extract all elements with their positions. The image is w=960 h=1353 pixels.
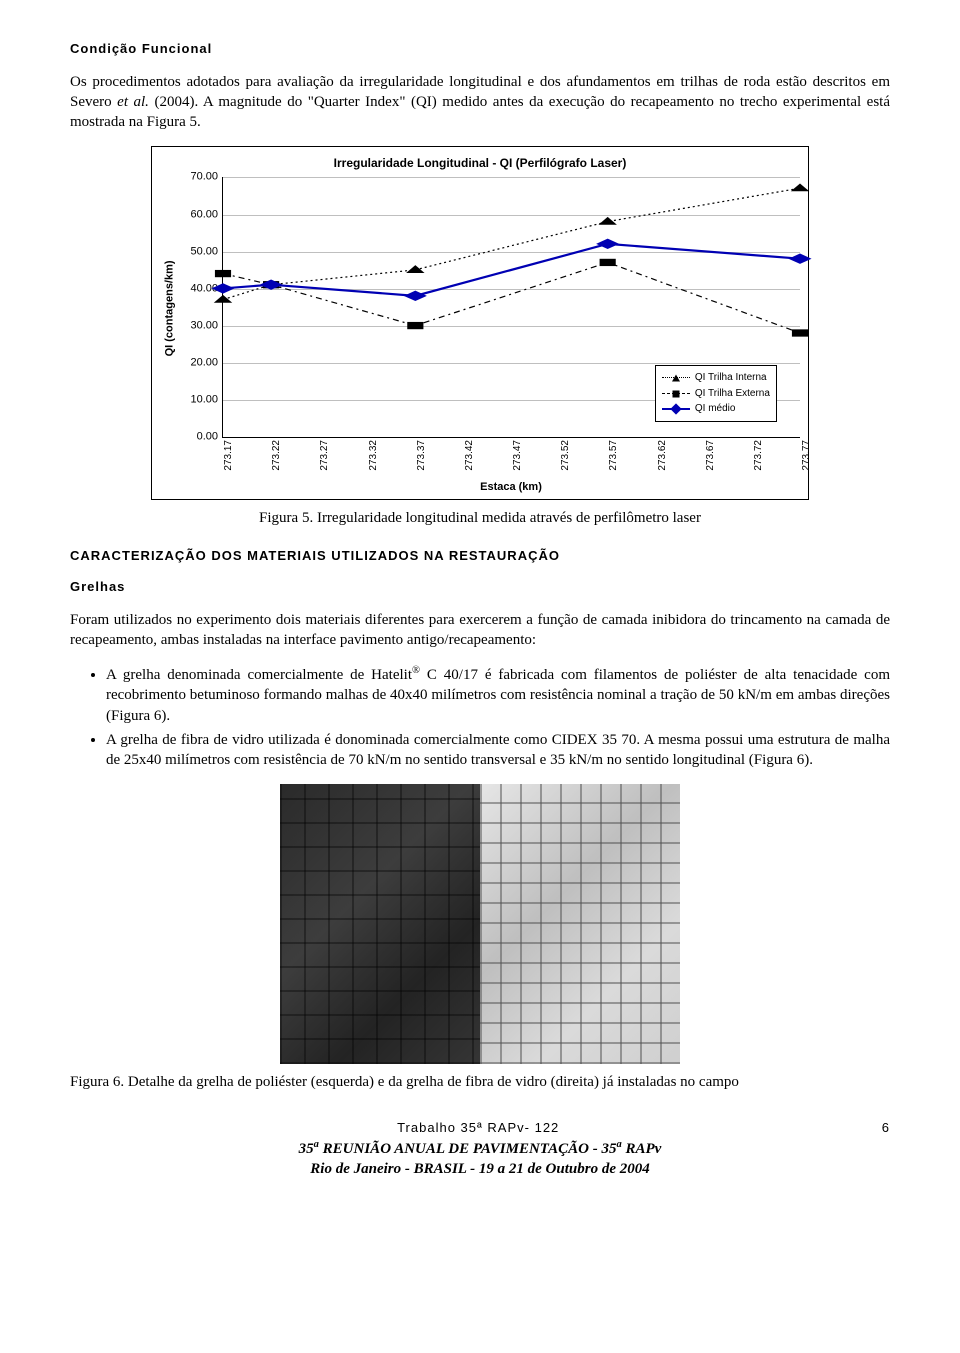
legend-item: QI Trilha Externa (662, 386, 770, 402)
x-tick-label: 273.17 (222, 440, 236, 471)
section1-heading: Condição Funcional (70, 40, 890, 58)
qi-chart: Irregularidade Longitudinal - QI (Perfil… (151, 146, 809, 500)
x-tick-label: 273.62 (656, 440, 670, 471)
legend-label: QI médio (695, 402, 736, 416)
chart-x-ticks: 273.17 273.22 273.27 273.32 273.37 273.42 273.… (222, 440, 800, 478)
figure6-photo-right (480, 784, 680, 1064)
footer-line3: Rio de Janeiro - BRASIL - 19 a 21 de Out… (70, 1159, 890, 1179)
x-tick-label: 273.42 (463, 440, 477, 471)
chart-x-label: Estaca (km) (222, 480, 800, 495)
para1-c: (2004). A magnitude do "Quarter Index" (… (70, 94, 890, 130)
x-tick-label: 273.72 (752, 440, 766, 471)
y-tick-label: 10.00 (190, 393, 218, 408)
x-tick-label: 273.57 (607, 440, 621, 471)
footer-page-number: 6 (882, 1119, 890, 1137)
legend-label: QI Trilha Externa (695, 387, 770, 401)
chart-legend: QI Trilha Interna QI Trilha ExternaQI méd… (655, 365, 777, 422)
bullet-list: A grelha denominada comercialmente de Ha… (70, 664, 890, 770)
page-footer: . Trabalho 35ª RAPv- 122 6 35a REUNIÃO A… (70, 1119, 890, 1180)
chart-y-ticks: 0.0010.0020.0030.0040.0050.0060.0070.00 (180, 177, 222, 437)
chart-title: Irregularidade Longitudinal - QI (Perfil… (160, 155, 800, 171)
footer-line2-b: REUNIÃO ANUAL DE PAVIMENTAÇÃO - 35 (319, 1141, 617, 1157)
x-tick-label: 273.47 (511, 440, 525, 471)
y-tick-label: 60.00 (190, 207, 218, 222)
paragraph-2: Foram utilizados no experimento dois mat… (70, 610, 890, 651)
legend-label: QI Trilha Interna (695, 371, 767, 385)
footer-line2-a: 35 (299, 1141, 314, 1157)
x-tick-label: 273.52 (559, 440, 573, 471)
footer-line2: 35a REUNIÃO ANUAL DE PAVIMENTAÇÃO - 35a … (70, 1138, 890, 1159)
chart-y-label: QI (contagens/km) (163, 260, 178, 356)
y-tick-label: 70.00 (190, 170, 218, 185)
section2-heading: CARACTERIZAÇÃO DOS MATERIAIS UTILIZADOS … (70, 547, 890, 565)
x-tick-label: 273.27 (318, 440, 332, 471)
figure5-caption: Figura 5. Irregularidade longitudinal me… (70, 508, 890, 528)
x-tick-label: 273.22 (270, 440, 284, 471)
x-tick-label: 273.37 (415, 440, 429, 471)
paragraph-1: Os procedimentos adotados para avaliação… (70, 72, 890, 133)
bullet-2: A grelha de fibra de vidro utilizada é d… (106, 730, 890, 771)
footer-line2-c: RAPv (622, 1141, 662, 1157)
bullet-1: A grelha denominada comercialmente de Ha… (106, 664, 890, 726)
x-tick-label: 273.77 (800, 440, 814, 471)
bullet1-a: A grelha denominada comercialmente de Ha… (106, 667, 412, 683)
x-tick-label: 273.67 (704, 440, 718, 471)
y-tick-label: 20.00 (190, 356, 218, 371)
footer-left: Trabalho 35ª RAPv- 122 (397, 1119, 559, 1137)
figure6-photo-left (280, 784, 480, 1064)
chart-plot-area: QI Trilha Interna QI Trilha ExternaQI méd… (222, 177, 800, 438)
bullet1-sup: ® (412, 665, 420, 676)
y-tick-label: 30.00 (190, 319, 218, 334)
sub-heading-grelhas: Grelhas (70, 578, 890, 596)
para1-b: et al. (117, 94, 149, 110)
legend-item: QI Trilha Interna (662, 370, 770, 386)
figure6-photo (280, 784, 680, 1064)
figure6-caption: Figura 6. Detalhe da grelha de poliéster… (70, 1072, 890, 1092)
legend-item: QI médio (662, 401, 770, 417)
x-tick-label: 273.32 (367, 440, 381, 471)
y-tick-label: 0.00 (197, 430, 218, 445)
y-tick-label: 50.00 (190, 244, 218, 259)
